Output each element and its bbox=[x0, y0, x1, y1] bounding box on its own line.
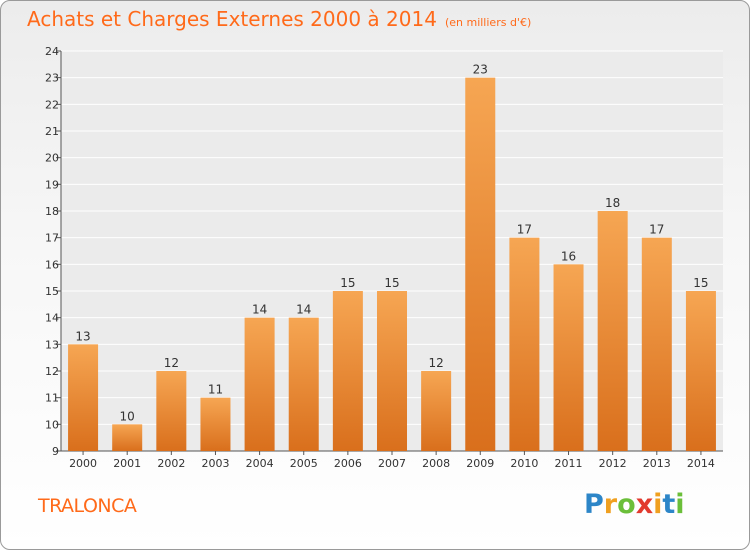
y-tick-label: 22 bbox=[45, 98, 59, 111]
bar-value-label: 18 bbox=[605, 196, 620, 210]
x-tick-label: 2003 bbox=[201, 457, 229, 470]
logo-letter: t bbox=[662, 489, 676, 520]
y-tick-label: 20 bbox=[45, 152, 59, 165]
bar bbox=[200, 397, 231, 451]
bar-value-label: 12 bbox=[428, 356, 443, 370]
y-tick-label: 11 bbox=[45, 392, 59, 405]
x-tick-label: 2007 bbox=[378, 457, 406, 470]
bar-value-label: 12 bbox=[164, 356, 179, 370]
bar-value-label: 16 bbox=[561, 249, 576, 263]
bar bbox=[465, 77, 496, 452]
bar-value-label: 11 bbox=[208, 383, 223, 397]
x-tick-label: 2014 bbox=[687, 457, 715, 470]
bar-value-label: 13 bbox=[75, 329, 90, 343]
y-tick-label: 13 bbox=[45, 338, 59, 351]
bar bbox=[332, 291, 363, 451]
bar-value-label: 15 bbox=[693, 276, 708, 290]
bar-value-label: 14 bbox=[296, 303, 311, 317]
x-tick-label: 2000 bbox=[69, 457, 97, 470]
y-tick-label: 16 bbox=[45, 258, 59, 271]
bar bbox=[244, 317, 275, 451]
y-tick-label: 14 bbox=[45, 312, 59, 325]
y-tick-label: 21 bbox=[45, 125, 59, 138]
bar bbox=[641, 237, 672, 451]
y-tick-label: 23 bbox=[45, 72, 59, 85]
logo-letter: i bbox=[675, 489, 685, 520]
bar bbox=[156, 371, 187, 451]
bar bbox=[288, 317, 319, 451]
bar bbox=[376, 291, 408, 451]
x-tick-label: 2013 bbox=[643, 457, 671, 470]
x-tick-label: 2008 bbox=[422, 457, 450, 470]
y-tick-label: 10 bbox=[45, 418, 59, 431]
bar bbox=[685, 291, 716, 451]
x-tick-label: 2009 bbox=[466, 457, 494, 470]
x-tick-label: 2011 bbox=[555, 457, 583, 470]
bar-value-label: 23 bbox=[473, 63, 488, 77]
bar-value-label: 14 bbox=[252, 303, 267, 317]
y-tick-label: 19 bbox=[45, 178, 59, 191]
bar-value-label: 15 bbox=[384, 276, 399, 290]
chart-unit: (en milliers d'€) bbox=[444, 16, 532, 29]
bar bbox=[68, 344, 99, 451]
bar-value-label: 17 bbox=[649, 223, 664, 237]
x-tick-label: 2002 bbox=[157, 457, 185, 470]
y-tick-label: 12 bbox=[45, 365, 59, 378]
y-tick-label: 9 bbox=[52, 445, 59, 458]
x-tick-label: 2012 bbox=[599, 457, 627, 470]
y-tick-label: 15 bbox=[45, 285, 59, 298]
chart-title-text: Achats et Charges Externes 2000 à 2014 bbox=[27, 7, 437, 31]
bar bbox=[421, 371, 452, 451]
bar bbox=[509, 237, 540, 451]
logo-letter: i bbox=[653, 489, 663, 520]
x-tick-label: 2006 bbox=[334, 457, 362, 470]
x-tick-label: 2005 bbox=[290, 457, 318, 470]
y-tick-label: 18 bbox=[45, 205, 59, 218]
chart-title: Achats et Charges Externes 2000 à 2014 (e… bbox=[27, 7, 531, 31]
x-tick-label: 2001 bbox=[113, 457, 141, 470]
logo-letter: r bbox=[603, 489, 618, 520]
bar-value-label: 17 bbox=[517, 223, 532, 237]
y-tick-label: 24 bbox=[45, 45, 59, 58]
x-tick-label: 2010 bbox=[510, 457, 538, 470]
y-tick-label: 17 bbox=[45, 232, 59, 245]
bar-value-label: 15 bbox=[340, 276, 355, 290]
x-tick-label: 2004 bbox=[246, 457, 274, 470]
logo-letter: o bbox=[617, 489, 636, 520]
commune-name: TRALONCA bbox=[38, 495, 137, 517]
logo-letter: x bbox=[635, 489, 654, 520]
bar-value-label: 10 bbox=[120, 409, 135, 423]
bar bbox=[597, 211, 628, 451]
logo-letter: P bbox=[584, 489, 604, 520]
bar bbox=[112, 424, 143, 451]
proxiti-logo: Proxiti bbox=[584, 489, 685, 520]
bar bbox=[553, 264, 584, 451]
